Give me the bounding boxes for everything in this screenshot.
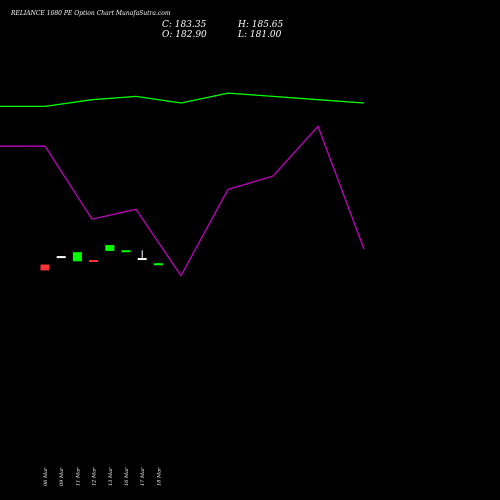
- candle-body: [72, 252, 82, 262]
- high-label: H:: [238, 20, 249, 30]
- open-label: O:: [162, 30, 173, 40]
- candle-body: [40, 264, 50, 271]
- x-axis-date-labels: 06 Mar 09 Mar 11 Mar 12 Mar 13 Mar 16 Mar 17 M…: [43, 467, 162, 486]
- close-readout: C: 183.35: [162, 20, 206, 30]
- x-tick-label: 06 Mar: [43, 467, 49, 486]
- indicator-lines: [0, 92, 365, 277]
- high-value: 185.65: [251, 20, 284, 30]
- candle-body: [153, 263, 163, 266]
- x-tick-label: 17 Mar: [140, 467, 146, 486]
- low-value: 181.00: [249, 30, 282, 40]
- x-tick-label: 13 Mar: [108, 467, 114, 486]
- candle-body: [56, 256, 66, 259]
- candle-09-mar: [56, 256, 66, 259]
- close-label: C:: [162, 20, 172, 30]
- candle-17-mar: [137, 250, 147, 261]
- chart-title: RELIANCE 1680 PE Option Chart MunafaSutr…: [11, 10, 171, 17]
- candle-body: [137, 258, 147, 261]
- low-label: L:: [238, 30, 248, 40]
- candle-12-mar: [89, 260, 99, 262]
- candle-16-mar: [121, 250, 131, 253]
- candle-13-mar: [105, 245, 115, 251]
- x-tick-label: 16 Mar: [124, 467, 130, 486]
- x-tick-label: 09 Mar: [59, 467, 65, 486]
- magenta-indicator-line: [0, 125, 365, 277]
- x-tick-label: 11 Mar: [75, 467, 81, 486]
- candle-body: [89, 260, 99, 262]
- low-readout: L: 181.00: [238, 30, 281, 40]
- x-tick-label: 12 Mar: [92, 467, 98, 486]
- candle-18-mar: [153, 262, 163, 266]
- open-readout: O: 182.90: [162, 30, 207, 40]
- candle-body: [105, 245, 115, 251]
- candle-body: [121, 250, 131, 253]
- close-value: 183.35: [174, 20, 207, 30]
- open-value: 182.90: [175, 30, 207, 40]
- candle-11-mar: [72, 252, 82, 262]
- candle-06-mar: [40, 264, 50, 271]
- price-candles: [40, 245, 163, 271]
- x-tick-label: 18 Mar: [156, 467, 162, 486]
- green-indicator-line: [0, 92, 365, 108]
- high-readout: H: 185.65: [238, 20, 283, 30]
